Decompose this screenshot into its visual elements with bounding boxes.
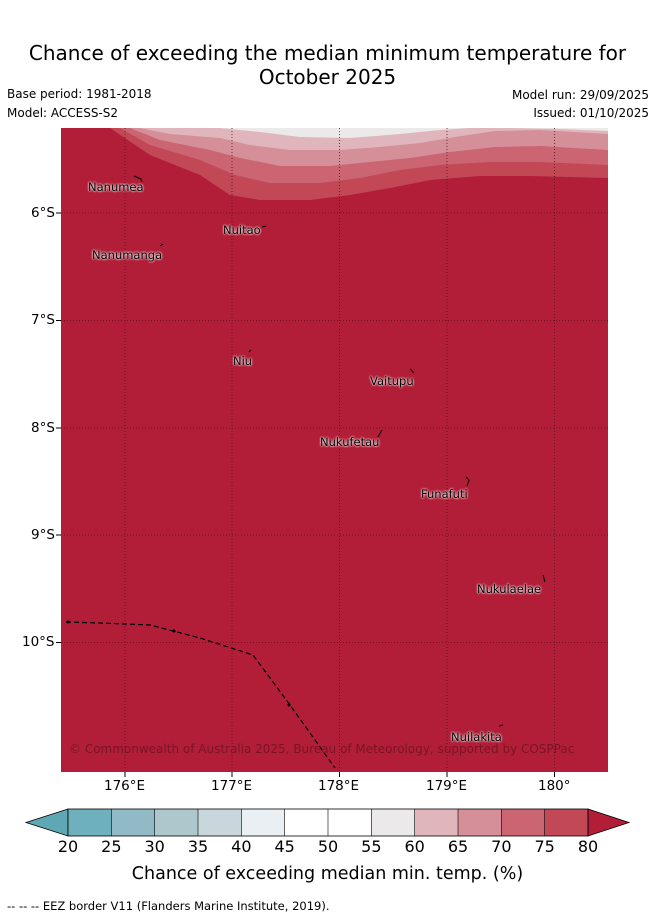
- lat-label-10s: 10°S: [22, 634, 55, 650]
- colorbar-tick-45: 45: [274, 837, 295, 856]
- colorbar-tick-25: 25: [101, 837, 122, 856]
- colorbar-tick-35: 35: [187, 837, 209, 856]
- copyright-notice: © Commonwealth of Australia 2025, Bureau…: [69, 742, 575, 756]
- chart-title-line2: October 2025: [258, 65, 397, 89]
- colorbar-segment-55: [371, 809, 416, 836]
- place-nuilakita: Nuilakita: [451, 730, 502, 744]
- eez-markers: [66, 620, 291, 707]
- lon-label-180: 180°: [538, 778, 571, 794]
- colorbar-segment-50: [328, 809, 372, 836]
- island-nuilakita-shape: [498, 724, 504, 727]
- footnote-eez: -- -- -- EEZ border V11 (Flanders Marine…: [7, 899, 330, 913]
- colorbar-tick-70: 70: [491, 837, 512, 856]
- colorbar-frame: [67, 808, 589, 837]
- colorbar-label: Chance of exceeding median min. temp. (%…: [131, 864, 524, 884]
- colorbar: [24, 808, 631, 837]
- band-60: [61, 128, 608, 150]
- probability-field: [61, 128, 608, 772]
- colorbar-tick-80: 80: [577, 837, 599, 856]
- lon-label-178e: 178°E: [318, 778, 360, 794]
- place-vaitupu: Vaitupu: [370, 374, 414, 388]
- place-nukulaelae: Nukulaelae: [477, 582, 542, 596]
- colorbar-segment-45: [284, 809, 329, 836]
- colorbar-segment-65: [458, 809, 502, 836]
- colorbar-tick-50: 50: [317, 837, 339, 856]
- colorbar-tick-65: 65: [447, 837, 469, 856]
- colorbar-segment-30: [154, 809, 199, 836]
- colorbar-segment-75: [544, 809, 589, 836]
- island-nukulaelae-shape: [542, 574, 546, 583]
- island-nanumanga-shape: [159, 243, 164, 247]
- colorbar-segment-20: [68, 809, 112, 836]
- lon-label-176e: 176°E: [104, 778, 146, 794]
- island-niu-shape: [248, 349, 252, 353]
- lat-label-6s: 6°S: [31, 205, 55, 221]
- islands: [133, 175, 546, 727]
- lat-label-9s: 9°S: [31, 527, 55, 543]
- model-name: Model: ACCESS-S2: [7, 106, 119, 120]
- colorbar-segment-60: [414, 809, 459, 836]
- lat-label-7s: 7°S: [31, 312, 55, 328]
- place-nukufetau: Nukufetau: [320, 435, 380, 449]
- colorbar-segment-70: [501, 809, 546, 836]
- issued-date: Issued: 01/10/2025: [533, 106, 649, 120]
- colorbar-segment-25: [111, 809, 156, 836]
- axis-ticks: [56, 212, 555, 777]
- colorbar-tick-40: 40: [231, 837, 252, 856]
- place-funafuti: Funafuti: [421, 487, 468, 501]
- band-55: [61, 128, 608, 138]
- colorbar-segment-40: [241, 809, 286, 836]
- graticule: [61, 128, 608, 772]
- colorbar-segment-35: [198, 809, 242, 836]
- place-niu: Niu: [233, 354, 253, 368]
- island-nukufetau-shape: [377, 429, 383, 438]
- lon-label-177e: 177°E: [211, 778, 253, 794]
- lat-label-8s: 8°S: [31, 420, 55, 436]
- chart-title-line1: Chance of exceeding the median minimum t…: [28, 41, 627, 65]
- island-nuitao-shape: [261, 225, 267, 228]
- colorbar-extend-low: [24, 808, 69, 837]
- place-nuitao: Nuitao: [223, 223, 261, 237]
- island-vaitupu-shape: [409, 368, 415, 374]
- place-nanumea: Nanumea: [88, 180, 144, 194]
- colorbar-tick-30: 30: [144, 837, 165, 856]
- colorbar-tick-55: 55: [361, 837, 382, 856]
- model-run: Model run: 29/09/2025: [511, 88, 649, 102]
- island-nanumea-shape: [133, 175, 143, 183]
- colorbar-tick-20: 20: [57, 837, 79, 856]
- colorbar-tick-75: 75: [534, 837, 555, 856]
- eez-border: [65, 621, 336, 769]
- lon-label-179e: 179°E: [426, 778, 468, 794]
- island-funafuti-shape: [465, 476, 470, 487]
- base-period: Base period: 1981-2018: [7, 87, 152, 101]
- colorbar-tick-60: 60: [404, 837, 425, 856]
- place-nanumanga: Nanumanga: [92, 248, 163, 262]
- colorbar-extend-high: [587, 808, 631, 837]
- band-80: [61, 128, 608, 772]
